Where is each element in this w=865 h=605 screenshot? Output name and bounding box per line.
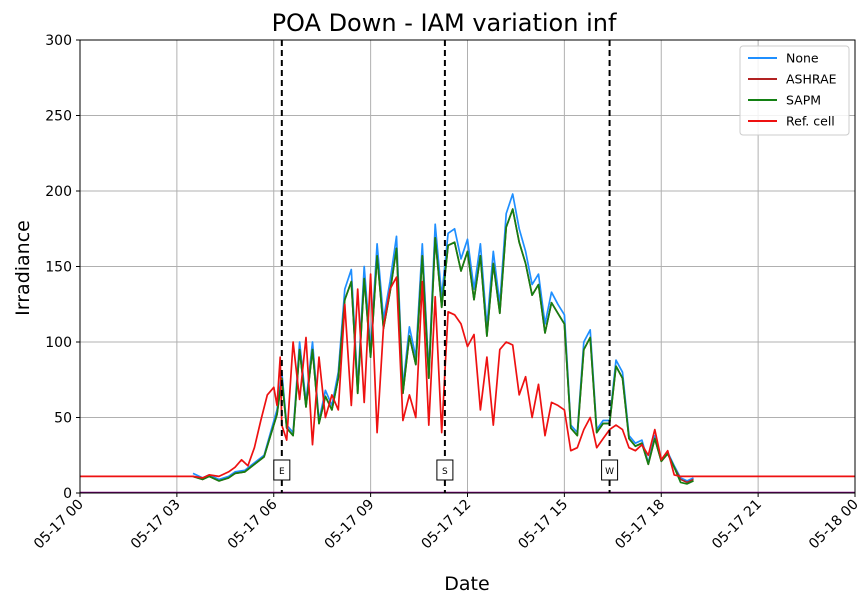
event-marker-label: E <box>279 467 285 477</box>
legend: None ASHRAE SAPM Ref. cell <box>739 45 850 136</box>
y-tick-label: 150 <box>45 260 72 276</box>
x-tick-label: 05-17 21 <box>709 497 765 553</box>
y-tick-label: 250 <box>45 109 72 125</box>
series-group <box>80 193 855 485</box>
y-tick-label: 50 <box>54 411 72 427</box>
legend-box <box>739 45 850 136</box>
x-tick-label: 05-17 06 <box>225 496 281 552</box>
x-tick-label: 05-17 09 <box>322 497 378 553</box>
x-tick-label: 05-17 03 <box>128 497 184 553</box>
x-tick-label: 05-17 00 <box>31 497 87 553</box>
event-marker-box <box>436 459 454 481</box>
y-axis-label: Irradiance <box>12 220 34 316</box>
x-tick-label: 05-18 00 <box>806 497 862 553</box>
x-ticks: 05-17 00 05-17 03 05-17 06 05-17 09 05-17 12… <box>31 493 862 552</box>
x-tick-label: 05-17 15 <box>515 497 571 553</box>
event-marker-box <box>273 459 291 481</box>
y-tick-label: 300 <box>45 33 72 49</box>
event-marker-box <box>601 459 619 481</box>
event-marker-label: W <box>605 467 614 477</box>
series-line-sapm <box>192 208 694 485</box>
x-axis-label: Date <box>444 573 489 595</box>
y-tick-label: 200 <box>45 184 72 200</box>
y-tick-label: 100 <box>45 335 72 351</box>
legend-label: SAPM <box>786 93 821 108</box>
x-tick-label: 05-17 18 <box>612 497 668 553</box>
legend-label: ASHRAE <box>786 72 837 87</box>
y-tick-label: 0 <box>63 486 72 502</box>
legend-label: None <box>786 51 819 66</box>
x-tick-label: 05-17 12 <box>419 497 475 553</box>
series-line-ref-cell <box>80 273 855 479</box>
legend-label: Ref. cell <box>786 114 835 129</box>
chart-title: POA Down - IAM variation inf <box>272 9 617 37</box>
y-ticks: 0 50 100 150 200 250 300 <box>45 33 80 502</box>
event-marker-label: S <box>442 467 448 477</box>
